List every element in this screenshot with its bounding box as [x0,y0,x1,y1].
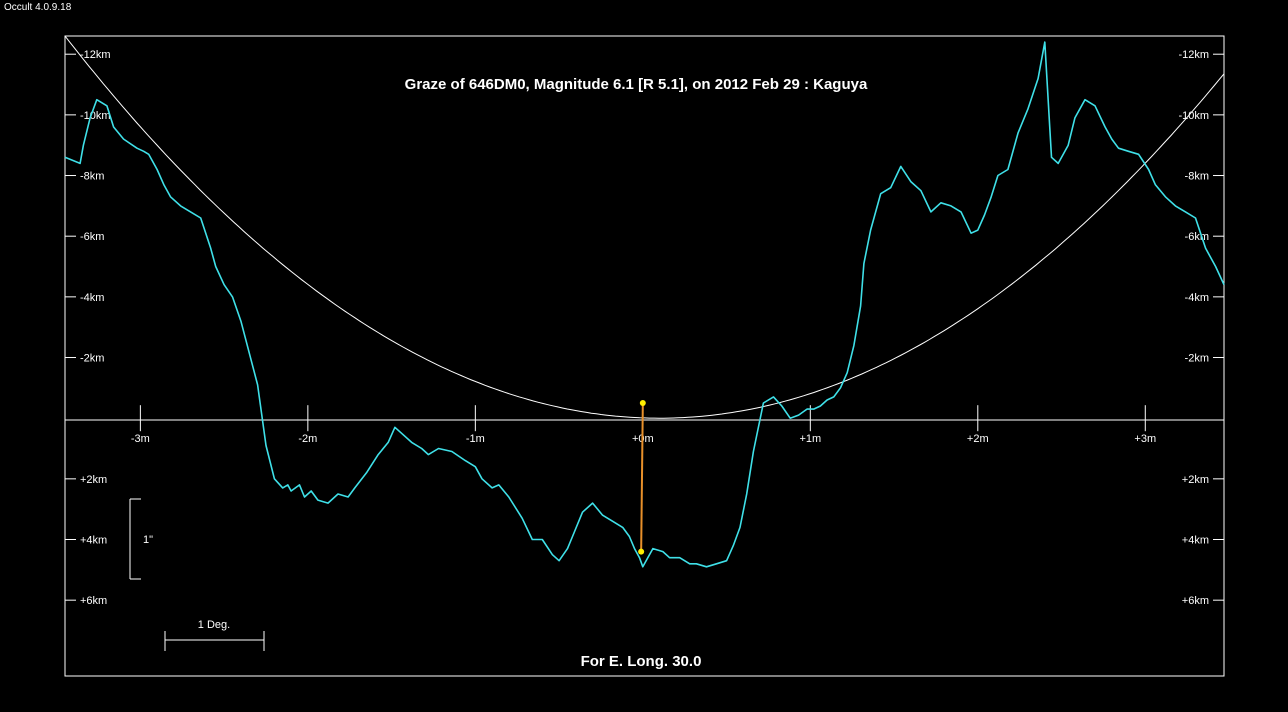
lunar-profile-line [64,41,1225,568]
app-version-label: Occult 4.0.9.18 [4,2,72,13]
y-tick-label-left: +4km [80,535,107,547]
x-tick-label: +3m [1134,433,1156,445]
limit-curve [64,35,1225,419]
y-tick-label-right: +4km [1182,535,1209,547]
y-tick-label-left: -10km [80,110,111,122]
y-tick-label-left: +2km [80,474,107,486]
y-tick-label-right: -4km [1185,292,1209,304]
x-tick-label: -3m [131,433,150,445]
chart-footer: For E. Long. 30.0 [581,653,702,670]
horizontal-scale-label: 1 Deg. [198,619,230,631]
y-tick-label-right: -10km [1178,110,1209,122]
x-tick-label: +1m [799,433,821,445]
y-tick-label-right: -8km [1185,171,1209,183]
y-tick-label-right: -2km [1185,353,1209,365]
chart-title: Graze of 646DM0, Magnitude 6.1 [R 5.1], … [405,76,868,93]
y-tick-label-left: -8km [80,171,104,183]
vertical-scale-label: 1" [143,534,153,546]
y-tick-label-right: -12km [1178,49,1209,61]
vertical-scale-bar: 1" [129,498,153,580]
event-line [640,403,644,552]
axis-ticks: -3m-2m-1m+0m+1m+2m+3m-12km-12km-10km-10k… [65,49,1224,607]
x-tick-label: +2m [967,433,989,445]
event-dot-bottom [638,548,645,555]
horizontal-scale-bar: 1 Deg. [164,619,265,651]
y-tick-label-left: -6km [80,231,104,243]
y-tick-label-left: -4km [80,292,104,304]
y-tick-label-right: +2km [1182,474,1209,486]
y-tick-label-left: -2km [80,353,104,365]
y-tick-label-right: +6km [1182,595,1209,607]
plot-frame [64,35,1225,677]
y-tick-label-right: -6km [1185,231,1209,243]
x-tick-label: -2m [298,433,317,445]
y-tick-label-left: +6km [80,595,107,607]
event-dot-top [639,400,646,407]
x-tick-label: -1m [466,433,485,445]
curves-layer [64,35,1225,568]
y-tick-label-left: -12km [80,49,111,61]
